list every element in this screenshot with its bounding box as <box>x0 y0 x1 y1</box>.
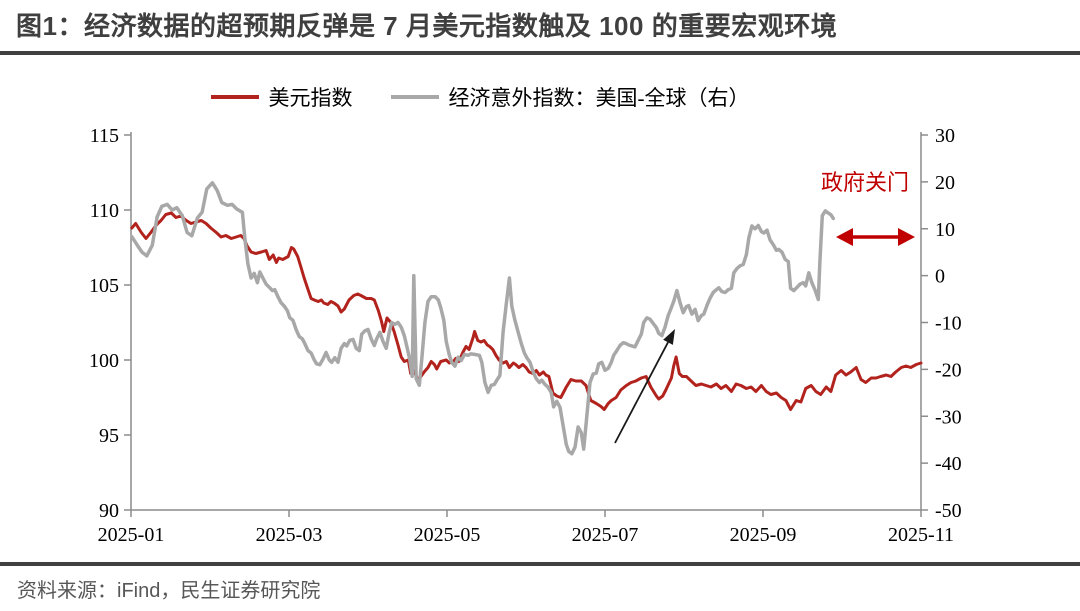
legend-item-surprise-index: 经济意外指数：美国-全球（右） <box>390 82 750 112</box>
left-axis-tick-label: 105 <box>89 275 119 297</box>
left-axis-tick-label: 110 <box>90 200 119 222</box>
right-axis-tick-label: -30 <box>935 406 962 428</box>
surprise-index-legend-swatch <box>390 95 439 99</box>
x-axis-tick-label: 2025-11 <box>888 524 954 546</box>
right-axis-tick-label: -50 <box>935 500 962 522</box>
usd-index-line <box>130 211 923 411</box>
right-axis-tick-label: 20 <box>935 172 955 194</box>
surprise-index-line <box>130 181 836 456</box>
right-axis-tick-label: -20 <box>935 359 962 381</box>
left-axis-tick-label: 100 <box>89 350 119 372</box>
legend-item-usd-index: 美元指数 <box>210 82 353 112</box>
right-axis-tick-label: 0 <box>935 266 945 288</box>
trend-arrow-line <box>614 341 669 444</box>
figure-title-bar: 图1：经济数据的超预期反弹是 7 月美元指数触及 100 的重要宏观环境 <box>0 0 1080 55</box>
left-axis-tick-label: 90 <box>99 500 119 522</box>
left-axis-tick-label: 95 <box>99 425 119 447</box>
left-axis-tick-label: 115 <box>90 125 119 147</box>
usd-index-legend-label: 美元指数 <box>268 86 353 110</box>
trend-arrow-head <box>663 329 675 345</box>
chart-legend: 美元指数 经济意外指数：美国-全球（右） <box>0 82 1080 112</box>
x-axis-tick-label: 2025-07 <box>572 524 639 546</box>
shutdown-span-arrow-left-head <box>836 228 853 246</box>
source-text: 资料来源：iFind，民生证券研究院 <box>17 580 321 602</box>
right-axis-tick-label: -10 <box>935 313 962 335</box>
right-axis-tick-label: 30 <box>935 125 955 147</box>
source-bar: 资料来源：iFind，民生证券研究院 <box>0 562 1080 603</box>
shutdown-annotation-text: 政府关门 <box>821 170 909 195</box>
right-axis-tick-label: -40 <box>935 453 962 475</box>
x-axis-tick-label: 2025-01 <box>98 524 165 546</box>
shutdown-span-arrow-right-head <box>898 228 915 246</box>
x-axis-tick-label: 2025-09 <box>730 524 797 546</box>
right-axis-tick-label: 10 <box>935 219 955 241</box>
x-axis-tick-label: 2025-05 <box>414 524 481 546</box>
figure-title: 图1：经济数据的超预期反弹是 7 月美元指数触及 100 的重要宏观环境 <box>16 11 838 41</box>
x-axis-tick-label: 2025-03 <box>256 524 323 546</box>
surprise-index-legend-label: 经济意外指数：美国-全球（右） <box>448 86 750 110</box>
usd-index-legend-swatch <box>210 95 259 99</box>
